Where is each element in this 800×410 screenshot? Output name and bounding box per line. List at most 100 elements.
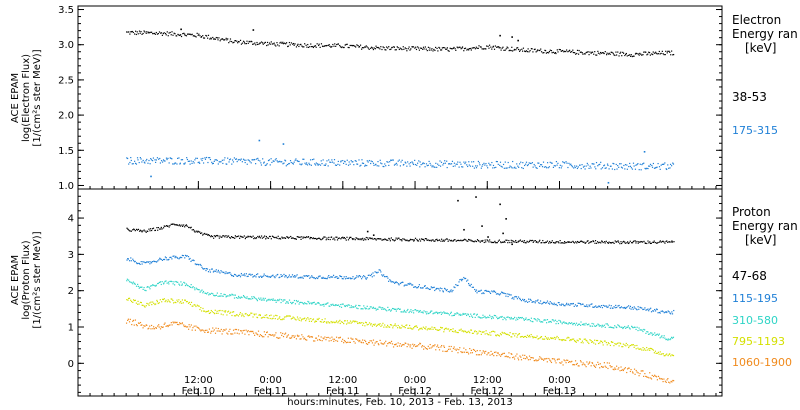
data-point [279,298,281,300]
data-point [656,53,658,55]
data-point [523,298,526,301]
data-point [356,163,358,165]
data-point [171,31,173,33]
data-point [172,163,174,165]
data-point [275,314,277,316]
data-point [556,241,558,243]
data-point [656,166,658,168]
x-tick-label-date: Feb.10 [182,386,216,397]
data-point [638,327,640,329]
data-point [633,346,635,348]
data-point [507,356,509,358]
data-point [350,337,352,339]
data-point [288,274,291,276]
data-point [266,41,269,44]
data-point [327,276,329,278]
data-point [464,313,466,315]
data-point [455,349,457,351]
data-point [428,288,431,291]
data-point [513,356,515,358]
data-point [230,236,233,238]
data-point [406,346,408,348]
data-point [268,276,271,278]
proton-legend-title: Proton [732,205,771,219]
data-point [580,240,583,242]
data-point [231,40,233,43]
data-point [603,164,606,166]
data-point [607,342,609,344]
data-point [272,160,274,162]
data-point [304,337,306,339]
proton-legend-energy-range: Energy ran [732,219,798,233]
data-point [344,320,346,322]
data-point [409,165,411,167]
data-point [189,33,191,35]
data-point [152,301,154,303]
data-point [447,290,449,293]
data-point [499,333,502,335]
data-point [517,47,519,49]
data-point [508,50,510,52]
data-point [488,44,491,46]
data-point [667,241,669,244]
data-point [396,282,398,284]
y-tick-label: 3.5 [58,5,74,16]
data-point [530,333,532,336]
data-point [433,166,435,168]
data-point [519,50,521,52]
data-point [485,350,487,353]
data-point [227,295,229,297]
data-point [188,324,190,326]
data-point [561,323,563,325]
data-point [132,229,134,231]
data-point [588,304,590,306]
data-point [201,159,203,162]
series-1060-1900 [125,318,675,384]
data-point [293,44,295,46]
data-point [207,234,209,236]
y-tick-label: 1.5 [58,146,74,157]
data-point [344,278,347,280]
data-point [513,318,515,320]
data-point [318,275,320,277]
data-point [310,276,312,278]
data-point [150,158,152,160]
data-point [251,273,253,276]
data-point [299,44,301,46]
data-point [421,345,424,347]
data-point-outlier [457,199,459,202]
data-point [316,339,319,341]
data-point [637,53,639,55]
data-point [296,44,299,46]
data-point [377,46,379,49]
data-point [161,326,163,329]
data-point [617,240,619,242]
data-point [367,237,369,239]
x-tick-label-date: Feb.12 [470,386,504,397]
data-point [534,302,536,304]
data-point [652,241,654,243]
data-point [376,165,378,167]
data-point [493,290,495,292]
data-point [634,240,637,242]
x-tick-label-time: 12:00 [473,375,502,386]
data-point [259,334,262,336]
data-point [157,260,159,262]
data-point [487,352,489,354]
data-point [537,338,539,340]
data-point [214,159,216,161]
data-point [323,45,325,47]
data-point [425,238,428,240]
data-point [574,165,576,167]
data-point [328,274,330,277]
data-point [375,239,377,241]
data-point [359,44,362,46]
data-point [569,361,571,363]
data-point [205,292,207,294]
data-point [474,165,477,167]
data-point [590,339,592,342]
data-point [459,240,461,242]
data-point [393,308,395,310]
data-point [524,335,527,338]
data-point [655,352,657,354]
